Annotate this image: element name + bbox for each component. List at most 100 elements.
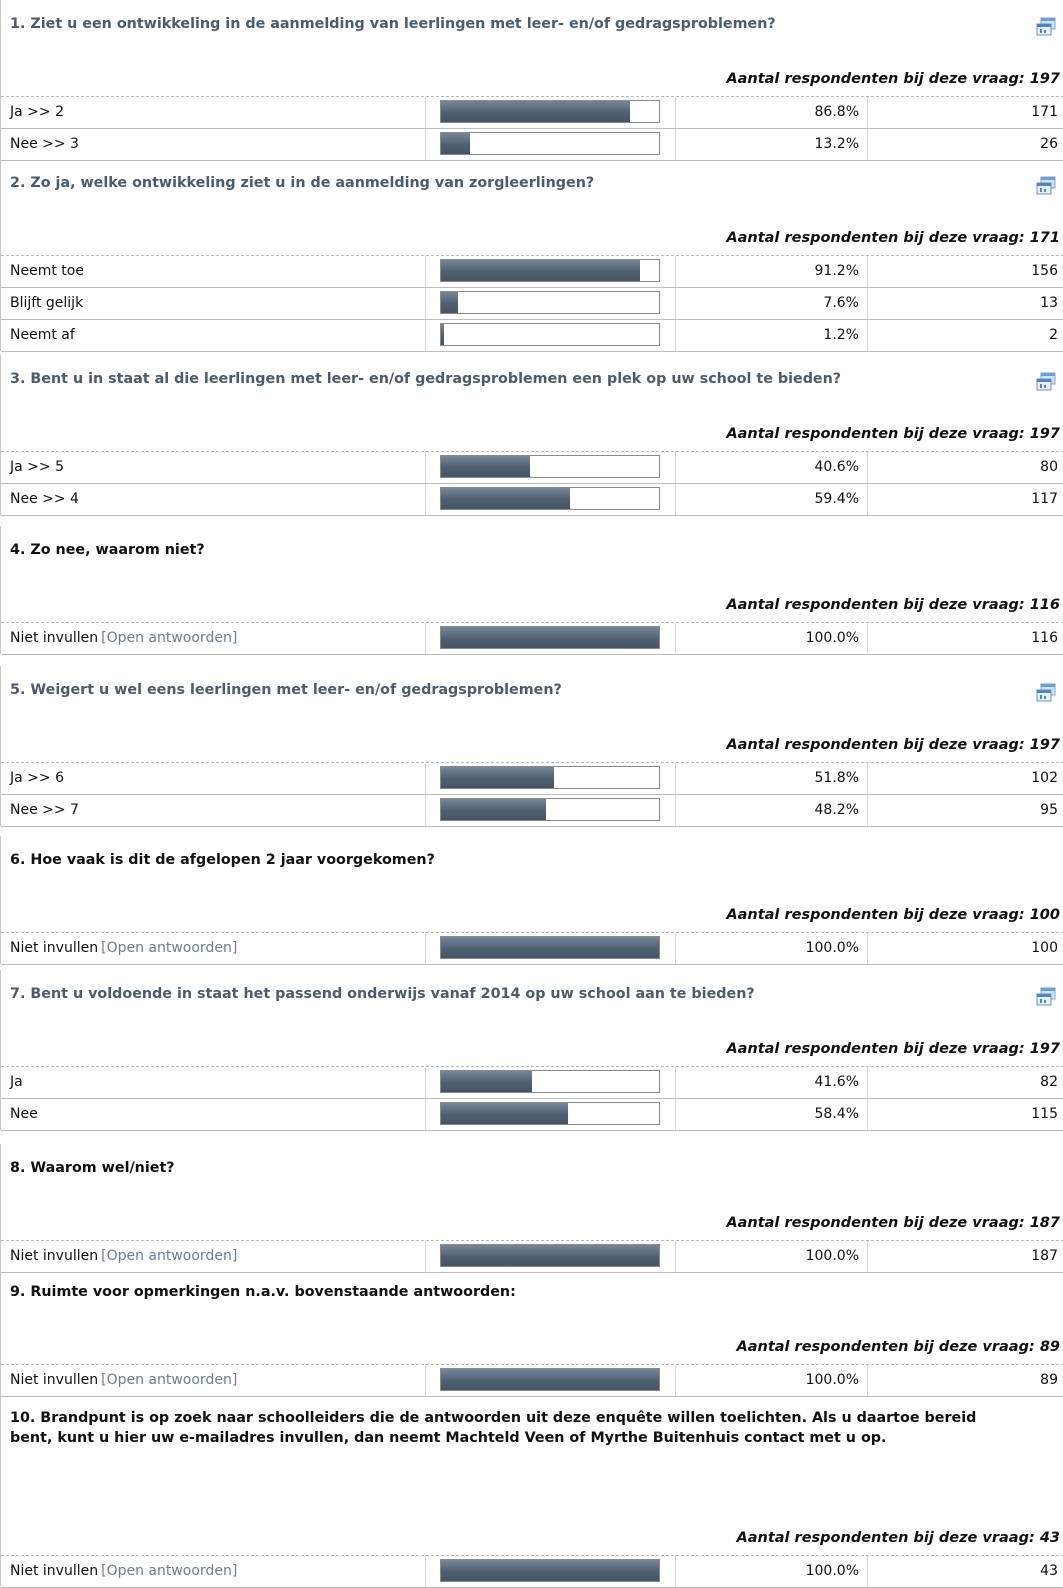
percentage-bar bbox=[440, 798, 660, 821]
question-block: 2. Zo ja, welke ontwikkeling ziet u in d… bbox=[0, 159, 1063, 352]
answer-percent: 41.6% bbox=[675, 1067, 867, 1098]
percentage-bar-fill bbox=[441, 1245, 659, 1266]
respondent-count: Aantal respondenten bij deze vraag: 197 bbox=[726, 1041, 1060, 1057]
answers-table: Niet invullen [Open antwoorden] 100.0% 100 bbox=[1, 932, 1063, 965]
chart-popup-icon[interactable] bbox=[1035, 683, 1057, 703]
answer-row: Neemt toe 91.2% 156 bbox=[1, 256, 1063, 288]
answer-row: Ja 41.6% 82 bbox=[1, 1067, 1063, 1099]
chart-popup-icon[interactable] bbox=[1035, 372, 1057, 392]
answer-label-cell: Neemt toe bbox=[1, 256, 425, 287]
answer-label-cell: Nee >> 4 bbox=[1, 484, 425, 515]
question-block: 7. Bent u voldoende in staat het passend… bbox=[0, 970, 1063, 1131]
answer-row: Niet invullen [Open antwoorden] 100.0% 89 bbox=[1, 1365, 1063, 1397]
answer-bar-cell bbox=[425, 1556, 676, 1587]
percentage-bar bbox=[440, 1102, 660, 1125]
answers-table: Neemt toe 91.2% 156 Blijft gelijk 7.6% 13 Neem… bbox=[1, 255, 1063, 352]
answer-bar-cell bbox=[425, 763, 676, 794]
chart-popup-icon[interactable] bbox=[1035, 17, 1057, 37]
percentage-bar bbox=[440, 259, 660, 282]
chart-popup-icon[interactable] bbox=[1035, 176, 1057, 196]
answer-percent: 59.4% bbox=[675, 484, 867, 515]
answer-bar-cell bbox=[425, 129, 676, 160]
open-answers-link[interactable]: [Open antwoorden] bbox=[101, 940, 238, 956]
answer-count: 116 bbox=[867, 623, 1063, 654]
answer-label-cell: Ja >> 6 bbox=[1, 763, 425, 794]
answer-bar-cell bbox=[425, 288, 676, 319]
answer-percent: 100.0% bbox=[675, 1365, 867, 1396]
answer-count: 171 bbox=[867, 97, 1063, 128]
question-block: 9. Ruimte voor opmerkingen n.a.v. bovens… bbox=[0, 1268, 1063, 1397]
answers-table: Ja 41.6% 82 Nee 58.4% 115 bbox=[1, 1066, 1063, 1131]
answer-bar-cell bbox=[425, 1099, 676, 1130]
answer-bar-cell bbox=[425, 256, 676, 287]
answer-bar-cell bbox=[425, 1067, 676, 1098]
percentage-bar-fill bbox=[441, 1560, 659, 1581]
answer-label: Nee >> 3 bbox=[10, 136, 79, 152]
question-title[interactable]: 7. Bent u voldoende in staat het passend… bbox=[10, 986, 755, 1002]
respondent-count: Aantal respondenten bij deze vraag: 100 bbox=[726, 907, 1060, 923]
answer-percent: 48.2% bbox=[675, 795, 867, 826]
answer-row: Ja >> 2 86.8% 171 bbox=[1, 97, 1063, 129]
question-title[interactable]: 5. Weigert u wel eens leerlingen met lee… bbox=[10, 682, 562, 698]
answer-bar-cell bbox=[425, 933, 676, 964]
percentage-bar-fill bbox=[441, 292, 458, 313]
answer-percent: 100.0% bbox=[675, 1556, 867, 1587]
question-title[interactable]: 1. Ziet u een ontwikkeling in de aanmeld… bbox=[10, 16, 776, 32]
answer-label-cell: Niet invullen [Open antwoorden] bbox=[1, 1241, 425, 1272]
percentage-bar bbox=[440, 455, 660, 478]
answer-count: 100 bbox=[867, 933, 1063, 964]
question-title: 4. Zo nee, waarom niet? bbox=[10, 542, 205, 558]
percentage-bar bbox=[440, 936, 660, 959]
answer-label-cell: Niet invullen [Open antwoorden] bbox=[1, 933, 425, 964]
respondent-count: Aantal respondenten bij deze vraag: 187 bbox=[726, 1215, 1060, 1231]
answer-count: 89 bbox=[867, 1365, 1063, 1396]
chart-popup-icon[interactable] bbox=[1035, 987, 1057, 1007]
percentage-bar bbox=[440, 626, 660, 649]
open-answers-link[interactable]: [Open antwoorden] bbox=[101, 630, 238, 646]
answer-label: Niet invullen bbox=[10, 1372, 99, 1388]
open-answers-link[interactable]: [Open antwoorden] bbox=[101, 1563, 238, 1579]
answer-percent: 13.2% bbox=[675, 129, 867, 160]
answer-count: 13 bbox=[867, 288, 1063, 319]
open-answers-link[interactable]: [Open antwoorden] bbox=[101, 1248, 238, 1264]
question-block: 8. Waarom wel/niet? Aantal respondenten b… bbox=[0, 1144, 1063, 1273]
answer-label-cell: Niet invullen [Open antwoorden] bbox=[1, 1556, 425, 1587]
answer-label-cell: Nee bbox=[1, 1099, 425, 1130]
answer-label-cell: Niet invullen [Open antwoorden] bbox=[1, 623, 425, 654]
answers-table: Niet invullen [Open antwoorden] 100.0% 116 bbox=[1, 622, 1063, 655]
answer-label-cell: Niet invullen [Open antwoorden] bbox=[1, 1365, 425, 1396]
answer-row: Nee 58.4% 115 bbox=[1, 1099, 1063, 1131]
answer-label: Nee >> 4 bbox=[10, 491, 79, 507]
answers-table: Ja >> 5 40.6% 80 Nee >> 4 59.4% 117 bbox=[1, 451, 1063, 516]
question-title: 10. Brandpunt is op zoek naar schoolleid… bbox=[10, 1410, 977, 1446]
answer-bar-cell bbox=[425, 795, 676, 826]
percentage-bar-fill bbox=[441, 488, 570, 509]
percentage-bar bbox=[440, 487, 660, 510]
answer-count: 95 bbox=[867, 795, 1063, 826]
percentage-bar bbox=[440, 132, 660, 155]
open-answers-link[interactable]: [Open antwoorden] bbox=[101, 1372, 238, 1388]
percentage-bar-fill bbox=[441, 627, 659, 648]
answers-table: Niet invullen [Open antwoorden] 100.0% 187 bbox=[1, 1240, 1063, 1273]
question-title[interactable]: 2. Zo ja, welke ontwikkeling ziet u in d… bbox=[10, 175, 595, 191]
question-block: 4. Zo nee, waarom niet? Aantal respondent… bbox=[0, 526, 1063, 655]
answer-percent: 100.0% bbox=[675, 1241, 867, 1272]
respondent-count: Aantal respondenten bij deze vraag: 116 bbox=[726, 597, 1060, 613]
percentage-bar bbox=[440, 1070, 660, 1093]
answer-label: Nee >> 7 bbox=[10, 802, 79, 818]
answer-row: Ja >> 5 40.6% 80 bbox=[1, 452, 1063, 484]
answer-bar-cell bbox=[425, 320, 676, 351]
answer-label-cell: Neemt af bbox=[1, 320, 425, 351]
answer-label: Ja >> 2 bbox=[10, 104, 64, 120]
answer-count: 82 bbox=[867, 1067, 1063, 1098]
question-title[interactable]: 3. Bent u in staat al die leerlingen met… bbox=[10, 371, 842, 387]
answer-bar-cell bbox=[425, 484, 676, 515]
percentage-bar-fill bbox=[441, 1369, 659, 1390]
percentage-bar-fill bbox=[441, 1103, 568, 1124]
answer-row: Blijft gelijk 7.6% 13 bbox=[1, 288, 1063, 320]
respondent-count: Aantal respondenten bij deze vraag: 171 bbox=[726, 230, 1060, 246]
respondent-count: Aantal respondenten bij deze vraag: 89 bbox=[736, 1339, 1060, 1355]
question-title: 8. Waarom wel/niet? bbox=[10, 1160, 175, 1176]
answer-bar-cell bbox=[425, 623, 676, 654]
